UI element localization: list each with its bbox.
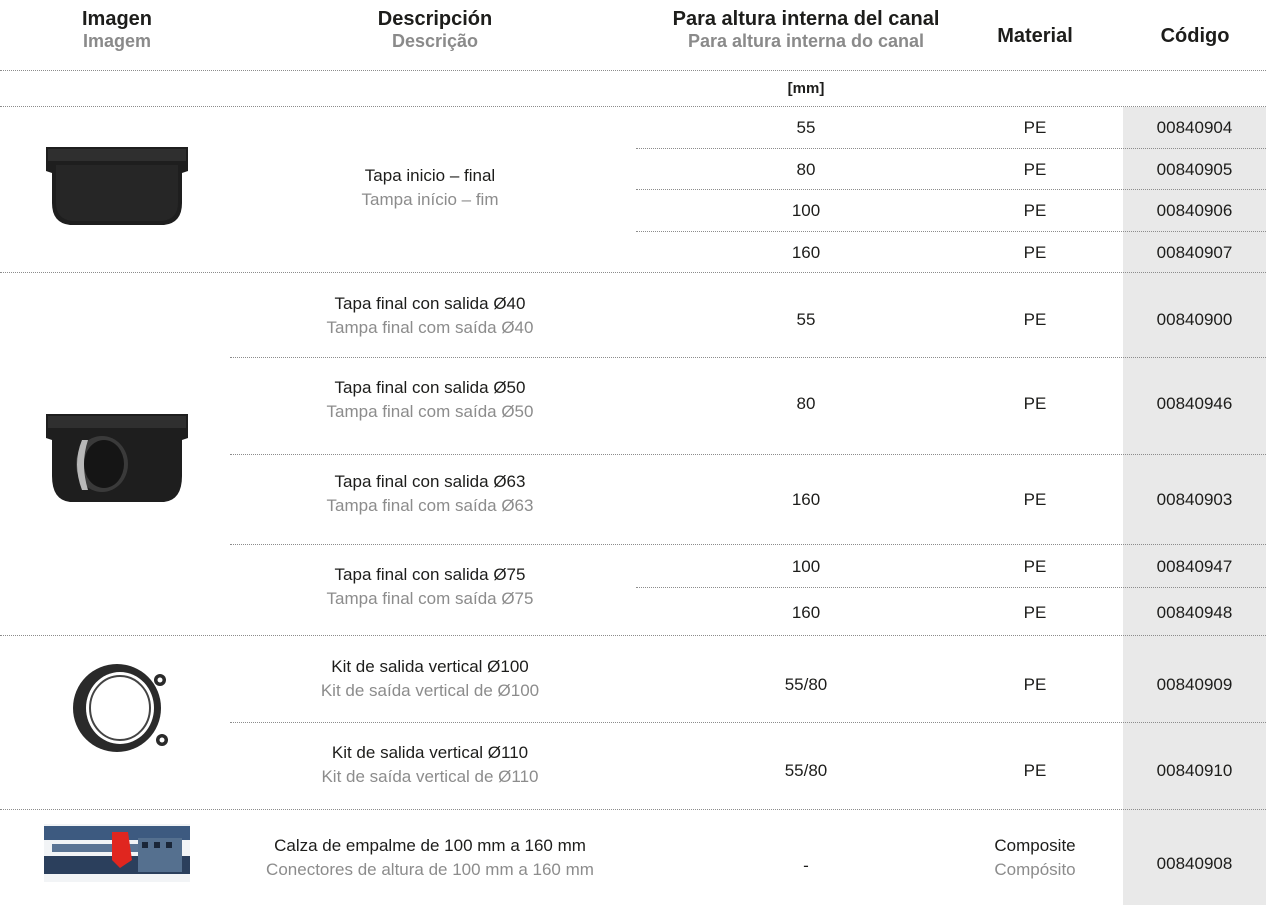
desc-pt: Conectores de altura de 100 mm a 160 mm	[266, 860, 594, 879]
row-11-height: -	[803, 856, 809, 875]
desc-kit-salida-110: Kit de salida vertical Ø110 Kit de saída…	[230, 741, 630, 789]
row-7-material: PE	[1023, 557, 1047, 576]
desc-pt: Tampa final com saída Ø40	[326, 318, 534, 337]
row-11-material-pt: Compósito	[994, 860, 1076, 879]
row-8-height: 160	[791, 603, 821, 622]
row-7-code: 00840947	[1156, 557, 1233, 576]
row-divider	[636, 231, 1266, 232]
row-1-code: 00840905	[1156, 160, 1233, 179]
desc-es: Tapa final con salida Ø50	[334, 378, 526, 397]
row-divider	[636, 148, 1266, 149]
header-codigo-label: Código	[1160, 25, 1230, 47]
row-3-code: 00840907	[1156, 243, 1233, 262]
row-divider	[230, 544, 1266, 545]
row-2-code: 00840906	[1156, 201, 1233, 220]
row-6-height: 160	[791, 490, 821, 509]
row-5-height: 80	[796, 394, 816, 413]
unit-label: [mm]	[787, 80, 825, 97]
row-2-height: 100	[791, 201, 821, 220]
row-divider	[230, 722, 1266, 723]
row-8-code: 00840948	[1156, 603, 1233, 622]
desc-tapa-salida-40: Tapa final con salida Ø40 Tampa final co…	[230, 292, 630, 340]
desc-tapa-salida-75: Tapa final con salida Ø75 Tampa final co…	[230, 563, 630, 611]
row-6-code: 00840903	[1156, 490, 1233, 509]
desc-es: Tapa final con salida Ø63	[334, 472, 526, 491]
row-5-material: PE	[1023, 394, 1047, 413]
group-divider	[0, 635, 1266, 636]
row-4-code: 00840900	[1156, 310, 1233, 329]
header-imagen-es: Imagen	[81, 8, 153, 30]
row-9-code: 00840909	[1156, 675, 1233, 694]
row-4-material: PE	[1023, 310, 1047, 329]
row-0-height: 55	[796, 118, 816, 137]
desc-es: Tapa final con salida Ø40	[334, 294, 526, 313]
desc-tapa-inicio-final: Tapa inicio – final Tampa início – fim	[230, 164, 630, 212]
desc-pt: Tampa final com saída Ø50	[326, 402, 534, 421]
row-11-material: Composite Compósito	[975, 834, 1095, 882]
desc-pt: Kit de saída vertical de Ø100	[320, 681, 540, 700]
row-3-height: 160	[791, 243, 821, 262]
header-altura-es: Para altura interna del canal	[672, 8, 940, 30]
row-10-material: PE	[1023, 761, 1047, 780]
header-imagen: Imagen Imagem	[42, 8, 192, 52]
row-divider	[230, 454, 1266, 455]
header-altura-pt: Para altura interna do canal	[687, 31, 925, 51]
header-imagen-pt: Imagem	[82, 31, 152, 51]
desc-tapa-salida-63: Tapa final con salida Ø63 Tampa final co…	[230, 470, 630, 518]
header-descripcion-es: Descripción	[377, 8, 493, 30]
desc-es: Kit de salida vertical Ø100	[331, 657, 529, 676]
desc-es: Tapa final con salida Ø75	[334, 565, 526, 584]
group-divider	[0, 272, 1266, 273]
desc-kit-salida-100: Kit de salida vertical Ø100 Kit de saída…	[230, 655, 630, 703]
header-altura: Para altura interna del canal Para altur…	[626, 8, 986, 52]
row-divider	[636, 189, 1266, 190]
row-1-material: PE	[1023, 160, 1047, 179]
row-8-material: PE	[1023, 603, 1047, 622]
row-9-height: 55/80	[784, 675, 828, 694]
row-7-height: 100	[791, 557, 821, 576]
row-3-material: PE	[1023, 243, 1047, 262]
desc-pt: Tampa final com saída Ø63	[326, 496, 534, 515]
unit-divider	[0, 106, 1266, 107]
row-0-code: 00840904	[1156, 118, 1233, 137]
desc-pt: Kit de saída vertical de Ø110	[321, 767, 539, 786]
row-2-material: PE	[1023, 201, 1047, 220]
code-column-background	[1123, 107, 1266, 905]
row-divider	[636, 587, 1266, 588]
header-descripcion-pt: Descrição	[391, 31, 479, 51]
row-11-material-es: Composite	[994, 836, 1076, 855]
row-6-material: PE	[1023, 490, 1047, 509]
desc-tapa-salida-50: Tapa final con salida Ø50 Tampa final co…	[230, 376, 630, 424]
header-divider	[0, 70, 1266, 71]
row-11-code: 00840908	[1156, 854, 1233, 873]
tapa-inicio-final-image	[46, 147, 188, 225]
row-divider	[230, 357, 1266, 358]
kit-salida-vertical-image	[73, 664, 168, 752]
calza-empalme-image	[44, 824, 190, 882]
group-divider	[0, 809, 1266, 810]
desc-es: Kit de salida vertical Ø110	[331, 743, 529, 762]
row-9-material: PE	[1023, 675, 1047, 694]
header-material: Material	[975, 25, 1095, 47]
header-material-label: Material	[997, 25, 1073, 47]
desc-pt: Tampa final com saída Ø75	[326, 589, 534, 608]
desc-calza-empalme: Calza de empalme de 100 mm a 160 mm Cone…	[230, 834, 630, 882]
row-0-material: PE	[1023, 118, 1047, 137]
row-10-code: 00840910	[1156, 761, 1233, 780]
tapa-final-salida-image	[46, 414, 188, 502]
row-4-height: 55	[796, 310, 816, 329]
header-descripcion: Descripción Descrição	[320, 8, 550, 52]
desc-es: Tapa inicio – final	[364, 166, 496, 185]
desc-es: Calza de empalme de 100 mm a 160 mm	[274, 836, 586, 855]
row-10-height: 55/80	[784, 761, 828, 780]
row-1-height: 80	[796, 160, 816, 179]
row-5-code: 00840946	[1156, 394, 1233, 413]
desc-pt: Tampa início – fim	[361, 190, 499, 209]
header-codigo: Código	[1130, 25, 1260, 47]
